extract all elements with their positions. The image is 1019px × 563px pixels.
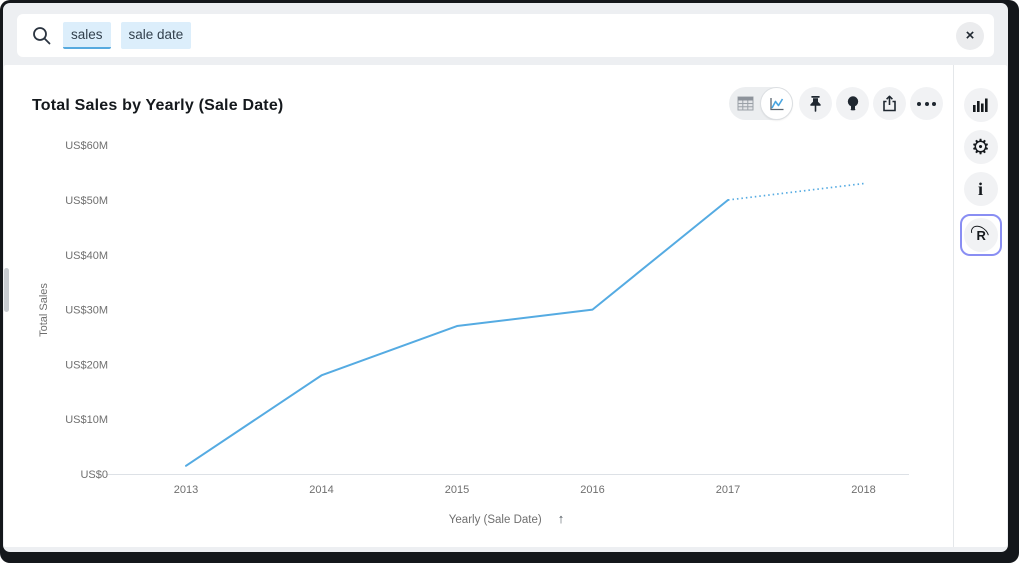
app-window: sales sale date × Total Sales by Yearly … [3,3,1008,552]
right-sidebar: ⚙ i R [953,65,1007,547]
r-script-focus-ring: R [959,214,1002,256]
visualization-button[interactable] [963,88,998,122]
search-token-sales[interactable]: sales [63,22,111,49]
x-axis-title: Yearly (Sale Date) ↑ [60,511,953,526]
x-axis-label: Yearly (Sale Date) [448,514,542,526]
forecast-line [727,182,864,201]
x-tick-label: 2015 [445,484,469,496]
information-button[interactable]: i [963,172,998,206]
r-script-button[interactable]: R [963,218,998,252]
search-bar[interactable]: sales sale date × [17,14,994,57]
insights-button[interactable] [836,87,869,120]
sort-ascending-icon[interactable]: ↑ [557,511,565,526]
series-line [185,199,729,467]
pin-icon [810,96,821,112]
y-tick-label: US$30M [65,305,108,317]
x-tick-label: 2014 [309,484,333,496]
line-chart-icon [770,97,784,110]
table-view-button[interactable] [730,88,761,119]
search-icon [33,26,51,44]
r-language-icon: R [967,222,992,246]
share-button[interactable] [873,87,906,120]
table-grid-icon [737,96,754,111]
info-icon: i [977,179,983,199]
chart-view-button[interactable] [761,88,792,119]
y-axis-title: Total Sales [38,283,50,337]
x-tick-label: 2018 [851,484,875,496]
top-bar: sales sale date × [3,3,1008,65]
x-tick-label: 2016 [580,484,604,496]
y-tick-label: US$50M [65,195,108,207]
scrollbar-thumb[interactable] [4,268,9,312]
y-tick-label: US$40M [65,250,108,262]
close-icon[interactable]: × [956,21,984,50]
chart-title: Total Sales by Yearly (Sale Date) [32,97,284,114]
chart-card: Total Sales by Yearly (Sale Date) [4,65,953,547]
y-tick-label: US$20M [65,359,108,371]
chart-canvas: US$0 US$10M US$20M US$30M US$40M US$50M US$60M… [65,140,909,496]
x-tick-label: 2013 [174,484,198,496]
x-tick-label: 2017 [716,484,740,496]
y-tick-label: US$10M [65,414,108,426]
pin-button[interactable] [799,87,832,120]
settings-button[interactable]: ⚙ [963,130,998,164]
gear-icon: ⚙ [971,134,990,159]
share-icon [883,95,896,112]
more-options-button[interactable] [910,87,943,120]
y-tick-label: US$60M [65,140,108,152]
bar-chart-icon [973,98,988,112]
lightbulb-icon [847,96,858,111]
y-tick-label: US$0 [80,469,108,481]
result-panel: Total Sales by Yearly (Sale Date) [4,65,1007,547]
ellipsis-icon [917,101,936,106]
view-toggle [729,87,793,120]
chart-toolbar [729,87,943,120]
search-token-sale-date[interactable]: sale date [120,22,192,49]
